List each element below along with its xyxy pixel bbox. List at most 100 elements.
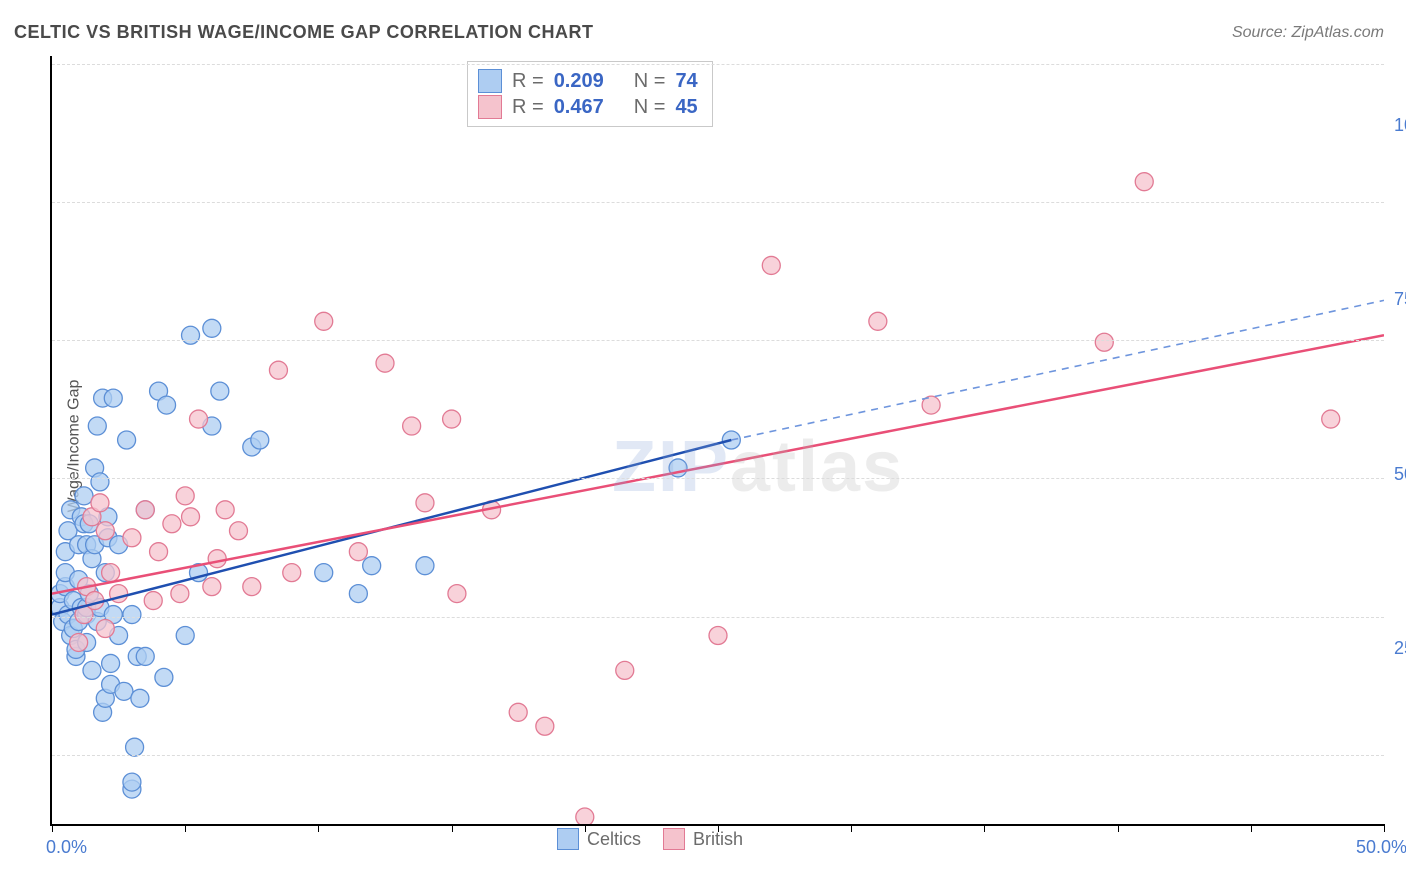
y-tick-label: 50.0%	[1386, 464, 1406, 485]
british-point	[1095, 333, 1113, 351]
british-point	[315, 312, 333, 330]
n-label: N =	[634, 94, 666, 120]
celtics-point	[315, 564, 333, 582]
british-point	[176, 487, 194, 505]
british-point	[70, 633, 88, 651]
grid-line	[52, 617, 1384, 618]
british-point	[283, 564, 301, 582]
x-tick	[1384, 824, 1385, 832]
celtics-point	[211, 382, 229, 400]
british-point	[869, 312, 887, 330]
x-tick	[185, 824, 186, 832]
british-point	[709, 626, 727, 644]
british-point	[203, 578, 221, 596]
x-tick	[52, 824, 53, 832]
british-point	[576, 808, 594, 824]
stats-legend: R = 0.209 N = 74 R = 0.467 N = 45	[467, 61, 713, 127]
british-point	[1135, 173, 1153, 191]
legend-item: Celtics	[557, 828, 641, 850]
n-value: 45	[675, 94, 697, 120]
celtics-point	[126, 738, 144, 756]
x-tick	[1251, 824, 1252, 832]
british-point	[416, 494, 434, 512]
british-point	[229, 522, 247, 540]
grid-line	[52, 64, 1384, 65]
british-point	[150, 543, 168, 561]
celtics-point	[158, 396, 176, 414]
x-tick	[718, 824, 719, 832]
r-label: R =	[512, 94, 544, 120]
x-tick	[1118, 824, 1119, 832]
x-tick	[585, 824, 586, 832]
celtics-point	[104, 389, 122, 407]
celtics-point	[182, 326, 200, 344]
british-point	[349, 543, 367, 561]
r-label: R =	[512, 68, 544, 94]
british-point	[208, 550, 226, 568]
legend-swatch	[557, 828, 579, 850]
legend-item: British	[663, 828, 743, 850]
stats-row: R = 0.209 N = 74	[478, 68, 698, 94]
british-point	[376, 354, 394, 372]
british-point	[171, 585, 189, 603]
celtics-trend-ext	[731, 300, 1384, 440]
british-point	[136, 501, 154, 519]
british-point	[509, 703, 527, 721]
british-point	[269, 361, 287, 379]
british-point	[96, 522, 114, 540]
plot-area: ZIPatlas R =0.209N =74R =0.467N =45 Celt…	[50, 56, 1384, 826]
x-tick-label: 50.0%	[1356, 837, 1406, 858]
x-tick	[318, 824, 319, 832]
celtics-point	[102, 654, 120, 672]
grid-line	[52, 755, 1384, 756]
british-point	[443, 410, 461, 428]
british-point	[448, 585, 466, 603]
celtics-point	[123, 606, 141, 624]
celtics-point	[416, 557, 434, 575]
scatter-canvas	[52, 56, 1384, 824]
british-point	[96, 620, 114, 638]
british-point	[144, 592, 162, 610]
celtics-point	[123, 773, 141, 791]
x-tick	[851, 824, 852, 832]
grid-line	[52, 202, 1384, 203]
celtics-point	[136, 647, 154, 665]
british-point	[1322, 410, 1340, 428]
chart-title: CELTIC VS BRITISH WAGE/INCOME GAP CORREL…	[14, 22, 594, 43]
legend-swatch	[478, 95, 502, 119]
x-tick	[984, 824, 985, 832]
celtics-point	[349, 585, 367, 603]
british-point	[182, 508, 200, 526]
celtics-point	[131, 689, 149, 707]
y-tick-label: 100.0%	[1386, 115, 1406, 136]
celtics-point	[115, 682, 133, 700]
stats-row: R = 0.467 N = 45	[478, 94, 698, 120]
legend-label: Celtics	[587, 829, 641, 850]
legend-swatch	[478, 69, 502, 93]
british-point	[123, 529, 141, 547]
british-point	[616, 661, 634, 679]
n-label: N =	[634, 68, 666, 94]
n-value: 74	[675, 68, 697, 94]
source-label: Source: ZipAtlas.com	[1232, 24, 1384, 42]
x-tick-label: 0.0%	[46, 837, 87, 858]
grid-line	[52, 478, 1384, 479]
british-trend	[52, 335, 1384, 593]
x-tick	[452, 824, 453, 832]
celtics-point	[155, 668, 173, 686]
celtics-point	[83, 661, 101, 679]
british-point	[762, 256, 780, 274]
celtics-point	[91, 473, 109, 491]
british-point	[86, 592, 104, 610]
british-point	[243, 578, 261, 596]
celtics-point	[363, 557, 381, 575]
celtics-point	[176, 626, 194, 644]
legend-swatch	[663, 828, 685, 850]
celtics-point	[203, 319, 221, 337]
r-value: 0.209	[554, 68, 604, 94]
british-point	[91, 494, 109, 512]
r-value: 0.467	[554, 94, 604, 120]
celtics-point	[251, 431, 269, 449]
british-point	[190, 410, 208, 428]
y-tick-label: 75.0%	[1386, 289, 1406, 310]
